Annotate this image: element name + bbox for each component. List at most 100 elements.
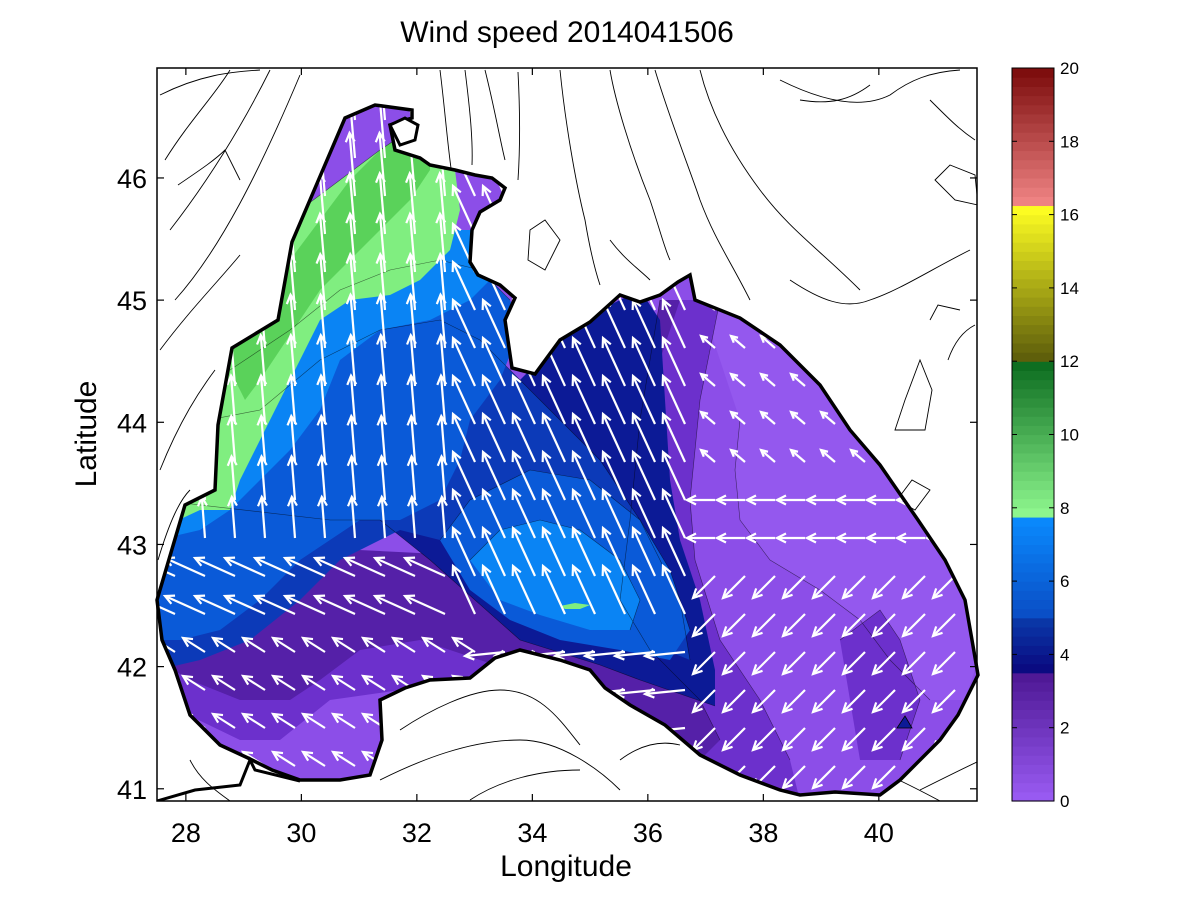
wind-arrow-shaft <box>348 173 357 235</box>
colorbar-band <box>1012 480 1054 491</box>
wind-arrow-head <box>225 52 234 61</box>
colorbar-band <box>1012 590 1054 601</box>
colorbar-band <box>1012 736 1054 747</box>
wind-arrow-head <box>729 448 739 458</box>
wind-arrow-shaft <box>242 637 266 653</box>
wind-arrow-shaft <box>662 413 686 463</box>
colorbar-band <box>1012 278 1054 289</box>
colorbar-band <box>1012 150 1054 161</box>
wind-arrow-shaft <box>932 613 956 637</box>
wind-arrow-head <box>256 332 267 345</box>
colorbar-band <box>1012 187 1054 197</box>
wind-arrow-head <box>781 664 793 676</box>
wind-arrow-head <box>346 454 358 467</box>
wind-arrow-shaft <box>512 451 536 501</box>
wind-arrow-head <box>721 664 733 676</box>
wind-arrow-head <box>819 448 829 458</box>
wind-arrow-head <box>451 297 462 311</box>
wind-arrow-shaft <box>284 556 326 578</box>
wind-arrow-head <box>481 297 492 311</box>
wind-arrow-shaft <box>812 613 836 637</box>
wind-arrow-shaft <box>379 375 387 425</box>
wind-arrow-head <box>376 494 388 507</box>
wind-arrow-shaft <box>542 565 566 615</box>
y-axis-label: Latitude <box>70 381 103 488</box>
wind-arrow-head <box>222 594 236 605</box>
wind-arrow-head <box>330 750 344 762</box>
wind-arrow-shaft <box>572 413 596 463</box>
colorbar-band <box>1012 645 1054 655</box>
wind-arrow-shaft <box>320 496 327 539</box>
wind-arrow-shaft <box>380 496 387 539</box>
wind-arrow-shaft <box>512 375 536 425</box>
wind-arrow-head <box>781 702 793 714</box>
wind-arrow-head <box>481 449 492 463</box>
colorbar-band <box>1012 727 1054 738</box>
y-tick-label: 42 <box>117 653 147 683</box>
wind-arrow-head <box>162 594 176 605</box>
wind-arrow-shaft <box>692 727 716 751</box>
wind-arrow-shaft <box>632 299 656 349</box>
colorbar-band <box>1012 86 1054 97</box>
wind-arrow-shaft <box>812 575 836 599</box>
wind-arrow-head <box>601 373 612 387</box>
wind-arrow-head <box>436 373 448 386</box>
wind-arrow-shaft <box>872 765 896 789</box>
wind-arrow-shaft <box>320 456 327 501</box>
region-level-6 <box>157 260 520 640</box>
colorbar-tick-label: 6 <box>1060 572 1069 591</box>
wind-arrow-head <box>699 410 709 420</box>
wind-arrow-head <box>270 636 284 648</box>
wind-arrow-head <box>192 556 206 567</box>
wind-arrow-shaft <box>260 415 267 463</box>
wind-arrow-head <box>374 130 386 143</box>
wind-arrow-head <box>315 211 327 224</box>
wind-arrow-head <box>571 563 582 577</box>
wind-arrow-head <box>256 494 268 507</box>
wind-arrow-head <box>684 532 697 544</box>
wind-arrow-head <box>286 494 298 507</box>
wind-arrow-shaft <box>302 675 326 691</box>
colorbar-band <box>1012 636 1054 646</box>
wind-arrow-head <box>841 740 853 752</box>
colorbar-band <box>1012 141 1054 152</box>
wind-arrow-head <box>451 259 462 273</box>
wind-arrow-shaft <box>422 637 446 653</box>
wind-arrow-head <box>541 563 552 577</box>
colorbar-band <box>1012 764 1054 775</box>
wind-arrow-shaft <box>902 727 926 751</box>
wind-arrow-shaft <box>730 373 746 387</box>
wind-arrow-shaft <box>290 456 297 501</box>
wind-arrow-head <box>316 454 328 467</box>
wind-arrow-shaft <box>632 337 656 387</box>
wind-arrow-shaft <box>730 411 746 425</box>
wind-arrow-head <box>661 449 672 463</box>
sea-of-azov-outline <box>387 116 420 147</box>
wind-arrow-head <box>714 532 727 544</box>
wind-arrow-shaft <box>350 456 357 501</box>
wind-arrow-shaft <box>440 456 447 501</box>
wind-arrow-shaft <box>439 335 447 387</box>
wind-arrow-head <box>345 211 357 224</box>
wind-arrow-head <box>256 413 268 426</box>
wind-arrow-head <box>376 454 388 467</box>
wind-arrow-head <box>345 292 357 305</box>
wind-arrow-head <box>631 525 642 539</box>
wind-arrow-head <box>312 594 326 605</box>
wind-arrow-shaft <box>932 689 956 713</box>
wind-arrow-shaft <box>378 105 387 159</box>
x-tick-label: 40 <box>864 818 894 848</box>
wind-arrow-shaft <box>452 565 476 615</box>
wind-arrow-shaft <box>164 556 206 578</box>
wind-arrow-shaft <box>572 375 596 425</box>
wind-arrow-head <box>511 563 522 577</box>
wind-arrow-shaft <box>482 337 506 387</box>
wind-arrow-head <box>751 740 763 752</box>
wind-arrow-head <box>541 525 552 539</box>
wind-arrow-head <box>699 448 709 458</box>
colorbar-band <box>1012 168 1054 179</box>
wind-arrow-shaft <box>289 335 297 387</box>
colorbar-band <box>1012 553 1054 564</box>
wind-arrow-head <box>511 449 522 463</box>
x-axis-ticks: 28 30 32 34 36 38 40 <box>171 68 894 848</box>
